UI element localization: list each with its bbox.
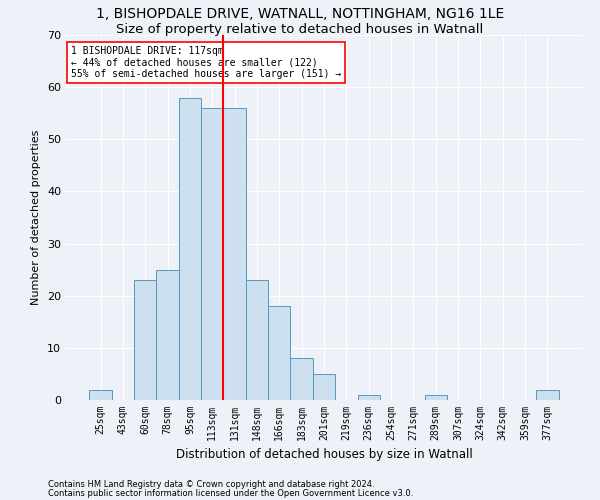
Bar [290,358,313,400]
Bar [536,390,559,400]
X-axis label: Distribution of detached houses by size in Watnall: Distribution of detached houses by size … [176,448,472,462]
Text: Size of property relative to detached houses in Watnall: Size of property relative to detached ho… [116,24,484,36]
Bar [313,374,335,400]
Bar [134,280,157,400]
Text: Contains public sector information licensed under the Open Government Licence v3: Contains public sector information licen… [48,489,413,498]
Bar [201,108,223,400]
Bar [89,390,112,400]
Bar [425,395,447,400]
Text: 1 BISHOPDALE DRIVE: 117sqm
← 44% of detached houses are smaller (122)
55% of sem: 1 BISHOPDALE DRIVE: 117sqm ← 44% of deta… [71,46,341,79]
Bar [223,108,246,400]
Bar [268,306,290,400]
Bar [246,280,268,400]
Bar [358,395,380,400]
Bar [179,98,201,400]
Text: Contains HM Land Registry data © Crown copyright and database right 2024.: Contains HM Land Registry data © Crown c… [48,480,374,489]
Y-axis label: Number of detached properties: Number of detached properties [31,130,41,305]
Bar [157,270,179,400]
Text: 1, BISHOPDALE DRIVE, WATNALL, NOTTINGHAM, NG16 1LE: 1, BISHOPDALE DRIVE, WATNALL, NOTTINGHAM… [96,8,504,22]
